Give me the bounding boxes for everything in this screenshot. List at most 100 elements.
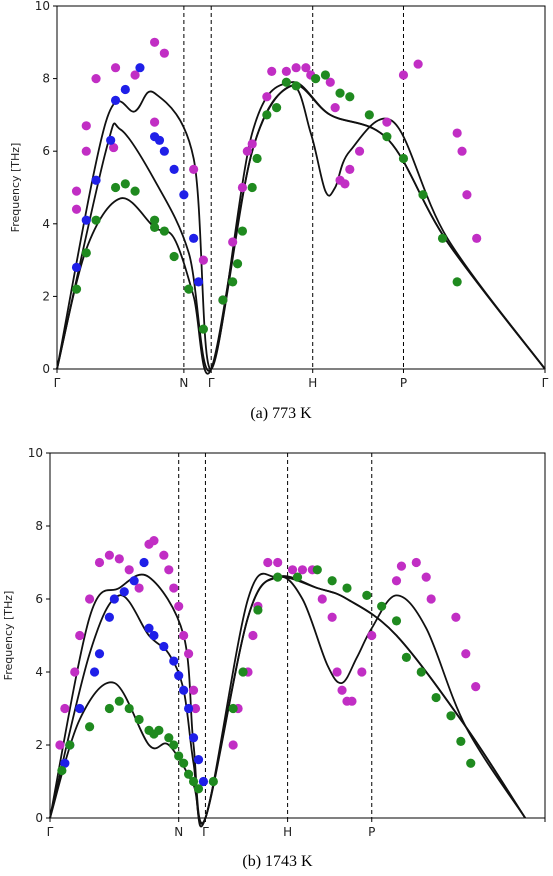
x-tick-label: Γ (47, 825, 54, 839)
magenta-data-point (462, 190, 472, 200)
magenta-data-point (382, 117, 392, 127)
blue-data-point (89, 667, 100, 677)
blue-data-point (179, 685, 189, 695)
magenta-data-point (332, 667, 342, 677)
blue-data-point (91, 175, 101, 185)
magenta-data-point (190, 703, 201, 714)
green-data-point (320, 70, 330, 80)
x-tick-label: Γ (542, 376, 549, 390)
green-data-point (71, 284, 82, 294)
magenta-data-point (228, 237, 238, 247)
magenta-data-point (71, 186, 82, 196)
magenta-data-point (267, 66, 277, 76)
magenta-data-point (228, 740, 238, 750)
green-data-point (184, 769, 194, 779)
y-tick-label: 4 (42, 217, 50, 231)
x-tick-label: N (174, 825, 183, 839)
blue-data-point (81, 215, 91, 225)
magenta-data-point (114, 554, 124, 564)
magenta-data-point (398, 70, 409, 80)
green-data-point (228, 703, 238, 714)
green-data-point (65, 740, 75, 750)
magenta-data-point (159, 550, 169, 560)
green-data-point (416, 667, 426, 677)
magenta-data-point (354, 146, 365, 156)
magenta-data-point (104, 550, 114, 560)
y-tick-label: 4 (35, 665, 43, 679)
y-tick-label: 10 (35, 0, 50, 13)
dispersion-curve (49, 575, 526, 828)
x-tick-label: H (283, 825, 292, 839)
magenta-data-point (94, 557, 105, 568)
plot-frame (56, 5, 546, 370)
magenta-data-point (237, 182, 248, 193)
blue-data-point (109, 594, 119, 604)
green-data-point (198, 324, 208, 334)
dispersion-curve (56, 84, 546, 375)
green-data-point (431, 692, 441, 703)
magenta-data-point (281, 66, 291, 76)
magenta-data-point (367, 630, 377, 641)
magenta-data-point (452, 128, 462, 138)
y-tick-label: 0 (42, 362, 50, 376)
green-data-point (291, 81, 301, 91)
green-data-point (85, 722, 95, 732)
magenta-data-point (297, 565, 308, 575)
magenta-data-point (71, 204, 82, 214)
green-data-point (228, 277, 238, 287)
green-data-point (335, 88, 345, 98)
magenta-data-point (159, 48, 169, 58)
magenta-data-point (263, 557, 273, 568)
green-data-point (134, 714, 144, 725)
magenta-data-point (188, 685, 199, 695)
magenta-data-point (247, 139, 257, 149)
magenta-data-point (164, 565, 174, 575)
green-data-point (398, 153, 409, 164)
y-tick-label: 10 (28, 446, 43, 460)
magenta-data-point (149, 536, 159, 546)
x-tick-label: N (179, 376, 188, 390)
green-data-point (120, 179, 130, 189)
y-axis-label: Frequency [THz] (9, 143, 22, 233)
magenta-data-point (330, 103, 340, 113)
magenta-data-point (461, 649, 471, 659)
magenta-data-point (81, 146, 91, 156)
green-data-point (401, 652, 411, 663)
green-data-point (281, 77, 291, 87)
green-data-point (391, 616, 402, 626)
green-data-point (311, 74, 321, 84)
magenta-data-point (472, 233, 482, 243)
blue-data-point (159, 146, 169, 156)
green-data-point (154, 725, 164, 736)
blue-data-point (129, 576, 139, 586)
magenta-data-point (189, 164, 199, 174)
x-tick-label: Γ (208, 376, 215, 390)
green-data-point (174, 751, 184, 761)
green-data-point (169, 251, 179, 262)
magenta-data-point (184, 649, 194, 659)
x-tick-label: H (308, 376, 317, 390)
green-data-point (110, 182, 121, 193)
green-data-point (272, 103, 282, 113)
blue-data-point (154, 135, 165, 145)
green-data-point (312, 565, 322, 575)
blue-data-point (71, 262, 82, 272)
green-data-point (91, 215, 101, 225)
blue-data-point (60, 758, 70, 768)
green-data-point (179, 758, 189, 768)
magenta-data-point (150, 37, 160, 47)
blue-data-point (169, 164, 179, 174)
y-axis-label: Frequency [THz] (2, 591, 15, 681)
green-data-point (273, 572, 283, 582)
blue-data-point (159, 641, 169, 652)
blue-data-point (188, 733, 199, 743)
green-data-point (193, 784, 204, 794)
green-data-point (456, 736, 466, 746)
magenta-data-point (421, 572, 431, 582)
green-data-point (253, 605, 263, 615)
green-data-point (362, 590, 372, 600)
magenta-data-point (396, 561, 407, 571)
magenta-data-point (174, 601, 184, 611)
green-data-point (124, 703, 134, 714)
magenta-data-point (301, 63, 311, 73)
